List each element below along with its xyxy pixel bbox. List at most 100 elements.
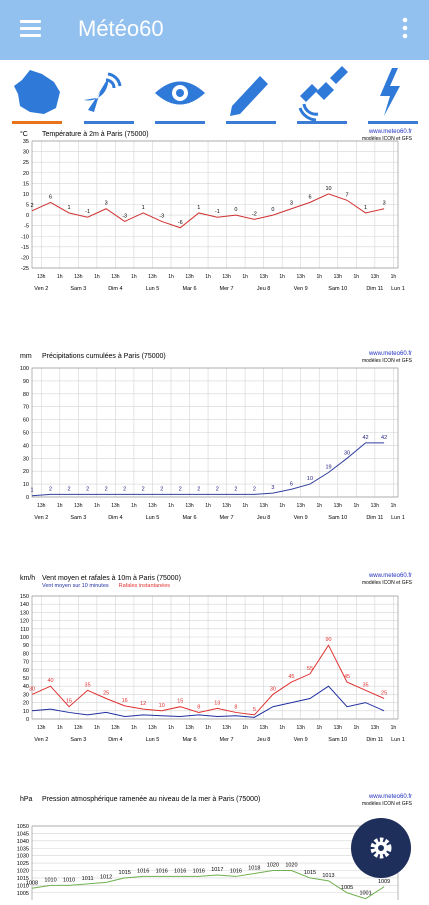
series-line	[31, 685, 385, 718]
x-tick-label: 1h	[279, 725, 285, 731]
data-label: 1010	[44, 877, 56, 883]
y-tick-label: 60	[23, 668, 29, 674]
data-label: 2	[234, 486, 237, 492]
y-tick-label: 150	[20, 594, 29, 600]
tab-lightning[interactable]	[368, 68, 418, 124]
x-tick-label: 1h	[168, 503, 174, 509]
x-tick-label: 1h	[316, 274, 322, 280]
tab-satellite[interactable]	[297, 66, 348, 124]
data-label: 1	[68, 205, 71, 211]
tab-eye[interactable]	[155, 81, 205, 125]
day-label: Jeu 8	[257, 515, 270, 521]
source-link: www.meteo60.fr	[368, 351, 412, 357]
y-tick-label: -10	[21, 234, 29, 240]
app-bar	[0, 0, 429, 60]
series-line	[31, 644, 385, 716]
y-tick-label: -25	[21, 266, 29, 272]
overflow-menu[interactable]	[402, 17, 408, 39]
data-label: 2	[179, 486, 182, 492]
x-tick-label: 13h	[185, 725, 194, 731]
settings-button[interactable]	[351, 818, 411, 878]
x-tick-label: 13h	[334, 274, 343, 280]
data-label: 1015	[304, 870, 316, 876]
x-tick-label: 1h	[391, 274, 397, 280]
day-label: Ven 2	[34, 286, 48, 292]
x-tick-label: 1h	[94, 274, 100, 280]
data-label: 2	[68, 486, 71, 492]
data-label: 1020	[285, 863, 297, 869]
day-label: Mer 7	[220, 286, 234, 292]
y-tick-label: 40	[23, 443, 29, 449]
y-tick-label: 130	[20, 610, 29, 616]
y-tick-label: 1020	[17, 869, 29, 875]
data-label: 0	[271, 207, 274, 213]
x-tick-label: 1h	[168, 274, 174, 280]
data-label: 1008	[26, 880, 38, 886]
x-tick-label: 13h	[259, 503, 268, 509]
data-label: 13	[214, 700, 220, 706]
data-label: 19	[325, 464, 331, 470]
menu-button[interactable]	[20, 20, 41, 37]
day-label: Lun 1	[391, 515, 405, 521]
tab-satellite-dish[interactable]	[84, 72, 134, 124]
day-label: Lun 1	[391, 737, 405, 743]
x-tick-label: 1h	[205, 503, 211, 509]
x-tick-label: 13h	[371, 725, 380, 731]
data-label: 16	[122, 698, 128, 704]
x-tick-label: 1h	[131, 725, 137, 731]
series-line	[31, 442, 385, 497]
day-label: Sam 3	[70, 737, 86, 743]
data-label: 1012	[100, 874, 112, 880]
x-tick-label: 1h	[205, 274, 211, 280]
data-label: 1016	[230, 868, 242, 874]
tab-pencil[interactable]	[226, 76, 276, 124]
data-label: 10	[159, 703, 165, 709]
data-label: 1011	[82, 876, 94, 882]
y-tick-label: 1035	[17, 846, 29, 852]
data-label: 1	[197, 205, 200, 211]
data-label: 15	[66, 699, 72, 705]
data-label: 8	[234, 704, 237, 710]
data-label: 3	[105, 201, 108, 207]
series-line	[31, 870, 385, 900]
x-tick-label: 1h	[242, 274, 248, 280]
data-label: 6	[290, 481, 293, 487]
x-tick-label: 1h	[279, 274, 285, 280]
y-tick-label: 70	[23, 405, 29, 411]
y-tick-label: 120	[20, 619, 29, 625]
data-label: 2	[142, 486, 145, 492]
x-tick-label: 13h	[371, 503, 380, 509]
x-tick-label: 13h	[334, 725, 343, 731]
x-tick-label: 13h	[222, 503, 231, 509]
tab-france[interactable]	[12, 70, 62, 124]
y-tick-label: -15	[21, 245, 29, 251]
data-label: 7	[346, 192, 349, 198]
x-tick-label: 13h	[74, 503, 83, 509]
day-label: Mar 6	[182, 737, 196, 743]
legend-entry: Rafales instantanées	[119, 583, 171, 589]
models-note: modèles ICON et GFS	[362, 801, 413, 807]
y-tick-label: 1005	[17, 891, 29, 897]
models-note: modèles ICON et GFS	[362, 136, 413, 142]
y-tick-label: 15	[23, 181, 29, 187]
x-tick-label: 13h	[37, 274, 46, 280]
app-title: Météo60	[78, 16, 164, 41]
data-label: 30	[270, 686, 276, 692]
day-label: Ven 2	[34, 737, 48, 743]
y-tick-label: 30	[23, 150, 29, 156]
y-tick-label: 80	[23, 392, 29, 398]
chart-title: Température à 2m à Paris (75000)	[42, 131, 149, 138]
data-label: 10	[307, 476, 313, 482]
data-label: 5	[253, 707, 256, 713]
day-label: Dim 4	[108, 286, 122, 292]
x-tick-label: 13h	[222, 274, 231, 280]
y-tick-label: 1025	[17, 861, 29, 867]
series-line	[31, 193, 385, 229]
plot-frame	[31, 595, 399, 720]
y-tick-label: 50	[23, 431, 29, 437]
data-label: 25	[381, 691, 387, 697]
x-tick-label: 13h	[185, 274, 194, 280]
data-label: 3	[383, 201, 386, 207]
data-label: 2	[197, 486, 200, 492]
